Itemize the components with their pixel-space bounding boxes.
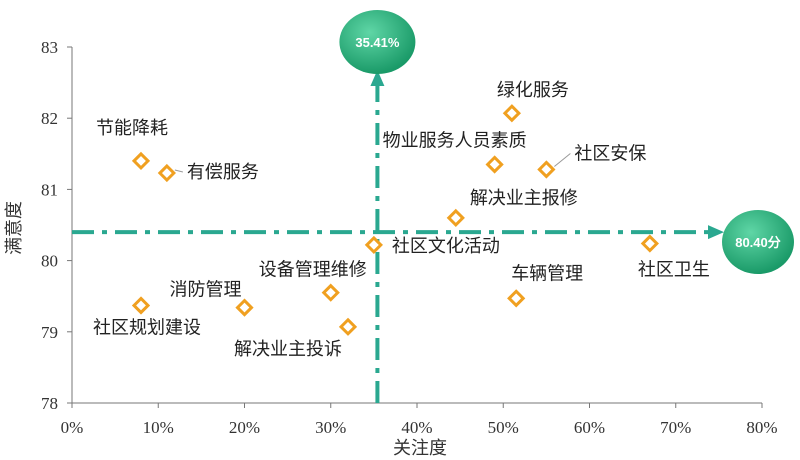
data-point — [131, 296, 151, 315]
x-tick-label: 60% — [574, 418, 605, 437]
x-tick-label: 20% — [229, 418, 260, 437]
vertical-arrowhead — [370, 70, 385, 86]
point-label: 节能降耗 — [96, 118, 168, 139]
x-tick-label: 40% — [401, 418, 432, 437]
point-label: 社区规划建设 — [93, 317, 201, 338]
y-tick-label: 80 — [41, 252, 58, 271]
point-label: 物业服务人员素质 — [383, 130, 527, 151]
point-label: 社区安保 — [574, 143, 646, 164]
x-axis-title: 关注度 — [393, 438, 447, 459]
data-point — [131, 151, 151, 171]
x-reference-value: 35.41% — [355, 35, 400, 50]
y-tick-label: 81 — [41, 180, 58, 199]
y-tick-label: 79 — [41, 323, 58, 342]
data-point — [485, 155, 504, 174]
data-point — [157, 163, 176, 183]
x-reference-badge — [339, 10, 416, 74]
x-tick-label: 0% — [61, 418, 84, 437]
data-point — [364, 235, 383, 255]
point-label: 车辆管理 — [511, 263, 583, 284]
y-tick-label: 83 — [41, 38, 58, 57]
point-label: 有偿服务 — [187, 162, 259, 183]
x-tick-label: 30% — [315, 418, 346, 437]
point-label: 社区卫生 — [638, 260, 710, 281]
y-axis-title: 满意度 — [4, 201, 25, 255]
point-label: 消防管理 — [170, 280, 242, 301]
point-label: 设备管理维修 — [259, 260, 367, 281]
reference-badges: 35.41% 80.40分 — [339, 10, 794, 274]
x-tick-label: 70% — [660, 418, 691, 437]
point-label: 绿化服务 — [497, 80, 569, 101]
data-point — [338, 317, 358, 336]
label-leader-line — [174, 169, 183, 173]
horizontal-arrowhead — [708, 225, 724, 240]
point-label: 解决业主报修 — [470, 188, 578, 209]
data-point — [321, 283, 340, 302]
point-label: 解决业主投诉 — [234, 339, 342, 360]
data-point — [640, 234, 659, 253]
label-leader-line — [554, 153, 571, 167]
data-point — [502, 104, 521, 123]
x-tick-label: 80% — [746, 418, 777, 437]
point-label: 社区文化活动 — [392, 236, 500, 257]
data-point — [537, 160, 556, 179]
x-tick-label: 50% — [488, 418, 519, 437]
data-point — [235, 298, 254, 317]
y-reference-badge — [722, 210, 794, 274]
y-reference-value: 80.40分 — [735, 235, 781, 250]
axes: 0% 10% 20% 30% 40% 50% 60% 70% 80% 78 79 80 81 82 83 — [41, 38, 778, 437]
data-point — [507, 289, 526, 308]
data-points — [131, 104, 659, 336]
x-tick-label: 10% — [143, 418, 174, 437]
y-tick-label: 82 — [41, 109, 58, 128]
y-tick-label: 78 — [41, 394, 58, 413]
data-point — [446, 208, 465, 228]
